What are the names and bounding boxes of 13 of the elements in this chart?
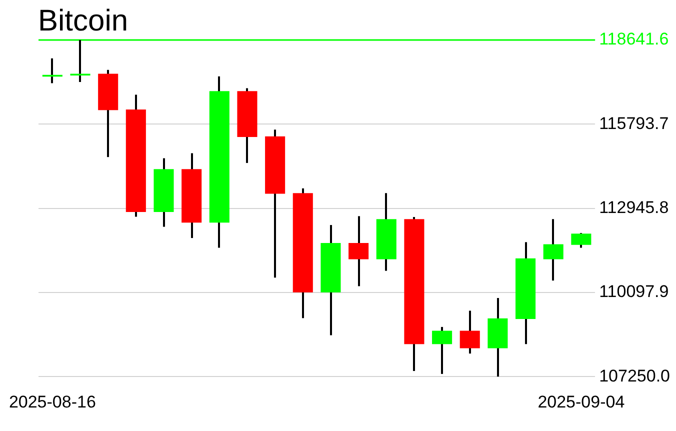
candlestick (348, 215, 369, 288)
candlestick (543, 218, 564, 282)
x-tick-label: 2025-08-16 (8, 392, 96, 412)
candlestick (432, 326, 452, 375)
candlestick (571, 232, 592, 249)
ref-line-label: 118641.6 (599, 30, 669, 49)
y-tick-label: 115793.7 (599, 114, 669, 133)
y-tick-label: 110097.9 (599, 282, 669, 302)
y-tick-label: 107250.0 (599, 366, 670, 386)
x-tick-label: 2025-09-04 (538, 392, 625, 412)
candlestick (460, 310, 480, 355)
chart-title: Bitcoin (38, 4, 128, 38)
y-tick-label: 112945.8 (599, 198, 669, 217)
